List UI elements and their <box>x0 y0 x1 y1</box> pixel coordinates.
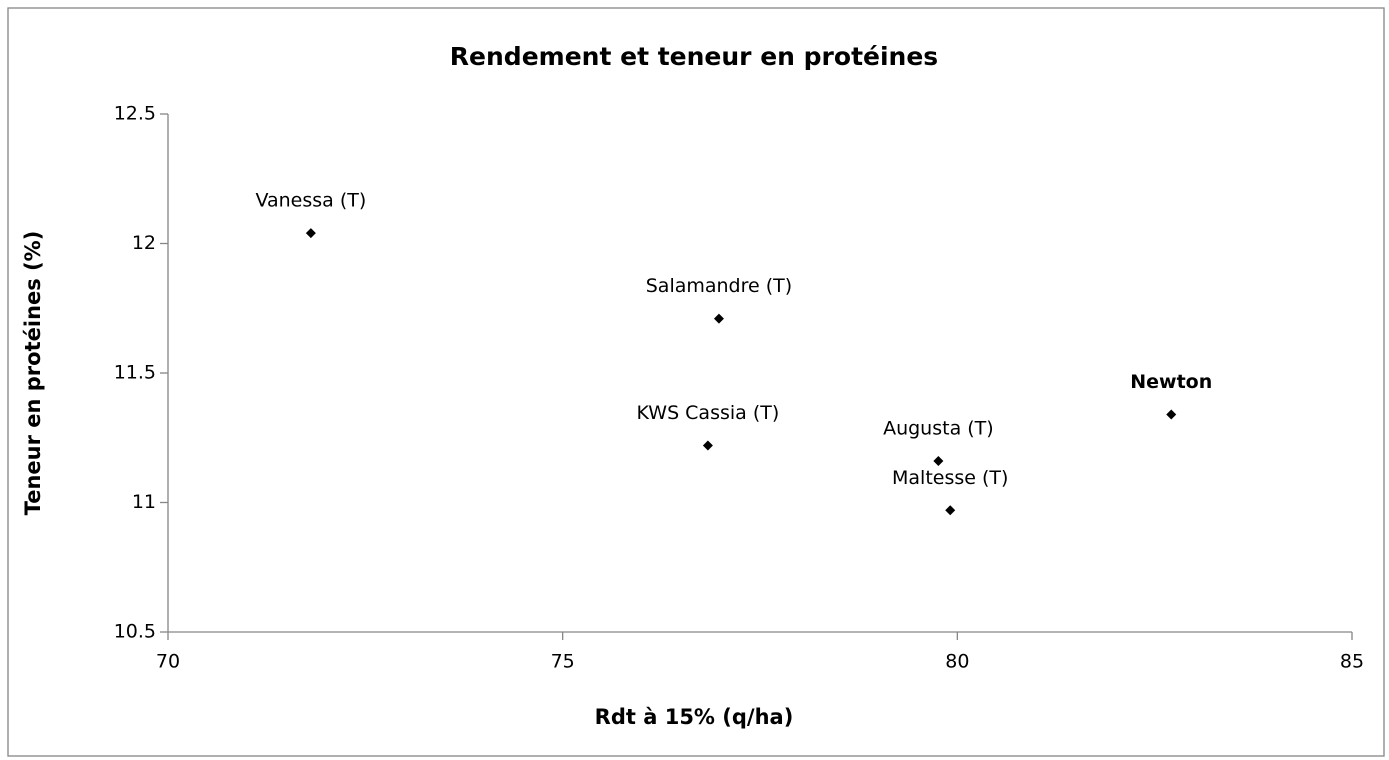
y-tick-label: 11.5 <box>114 362 156 384</box>
point-label: Augusta (T) <box>883 418 994 440</box>
point <box>933 456 944 467</box>
point-label: KWS Cassia (T) <box>637 402 780 424</box>
x-tick-label: 80 <box>945 651 969 673</box>
point-label: Salamandre (T) <box>646 275 792 297</box>
point <box>713 313 724 324</box>
y-tick-label: 10.5 <box>114 621 156 643</box>
point-label: Newton <box>1130 371 1212 393</box>
chart-title: Rendement et teneur en protéines <box>450 42 938 71</box>
point <box>305 228 316 239</box>
y-tick-label: 12.5 <box>114 103 156 125</box>
x-tick-label: 75 <box>551 651 575 673</box>
point <box>702 440 713 451</box>
y-tick-label: 12 <box>132 232 156 254</box>
x-tick-label: 70 <box>156 651 180 673</box>
point-label: Maltesse (T) <box>892 467 1008 489</box>
y-tick-label: 11 <box>132 491 156 513</box>
x-tick-label: 85 <box>1340 651 1364 673</box>
x-axis-label: Rdt à 15% (q/ha) <box>595 705 794 729</box>
y-axis-label: Teneur en protéines (%) <box>21 231 45 516</box>
point <box>945 505 956 516</box>
point-label: Vanessa (T) <box>255 190 366 212</box>
point <box>1166 409 1177 420</box>
chart-border <box>7 7 1385 757</box>
